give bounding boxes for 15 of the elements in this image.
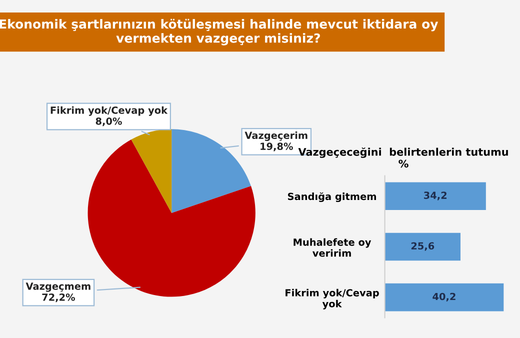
pie-slice <box>131 129 172 213</box>
data-label: 34,2 <box>424 192 447 200</box>
data-label: 19,8% <box>260 142 293 152</box>
chart-title: Vazgeçeceğini belirtenlerin tutumu % <box>298 148 508 168</box>
chart-title: Ekonomik şartlarınızın kötüleşmesi halinde mevcut iktidara oy vermekten vazgeçer misiniz? <box>0 18 438 46</box>
data-label: 25,6 <box>411 242 434 251</box>
y-tick-label: Sandığa gitmem <box>288 192 376 202</box>
y-tick-label: Muhalefete oy veririm <box>294 238 372 257</box>
data-label: 40,2 <box>432 292 456 302</box>
data-label: 72,2% <box>42 293 75 302</box>
y-tick-label: Fikrim yok/Cevap yok <box>286 288 379 310</box>
slice-label: Vazgeçerim <box>244 132 308 141</box>
data-label: 8,0% <box>96 117 122 126</box>
slice-label: Vazgeçmem <box>26 282 90 292</box>
slice-label: Fikrim yok/Cevap yok <box>50 106 168 116</box>
